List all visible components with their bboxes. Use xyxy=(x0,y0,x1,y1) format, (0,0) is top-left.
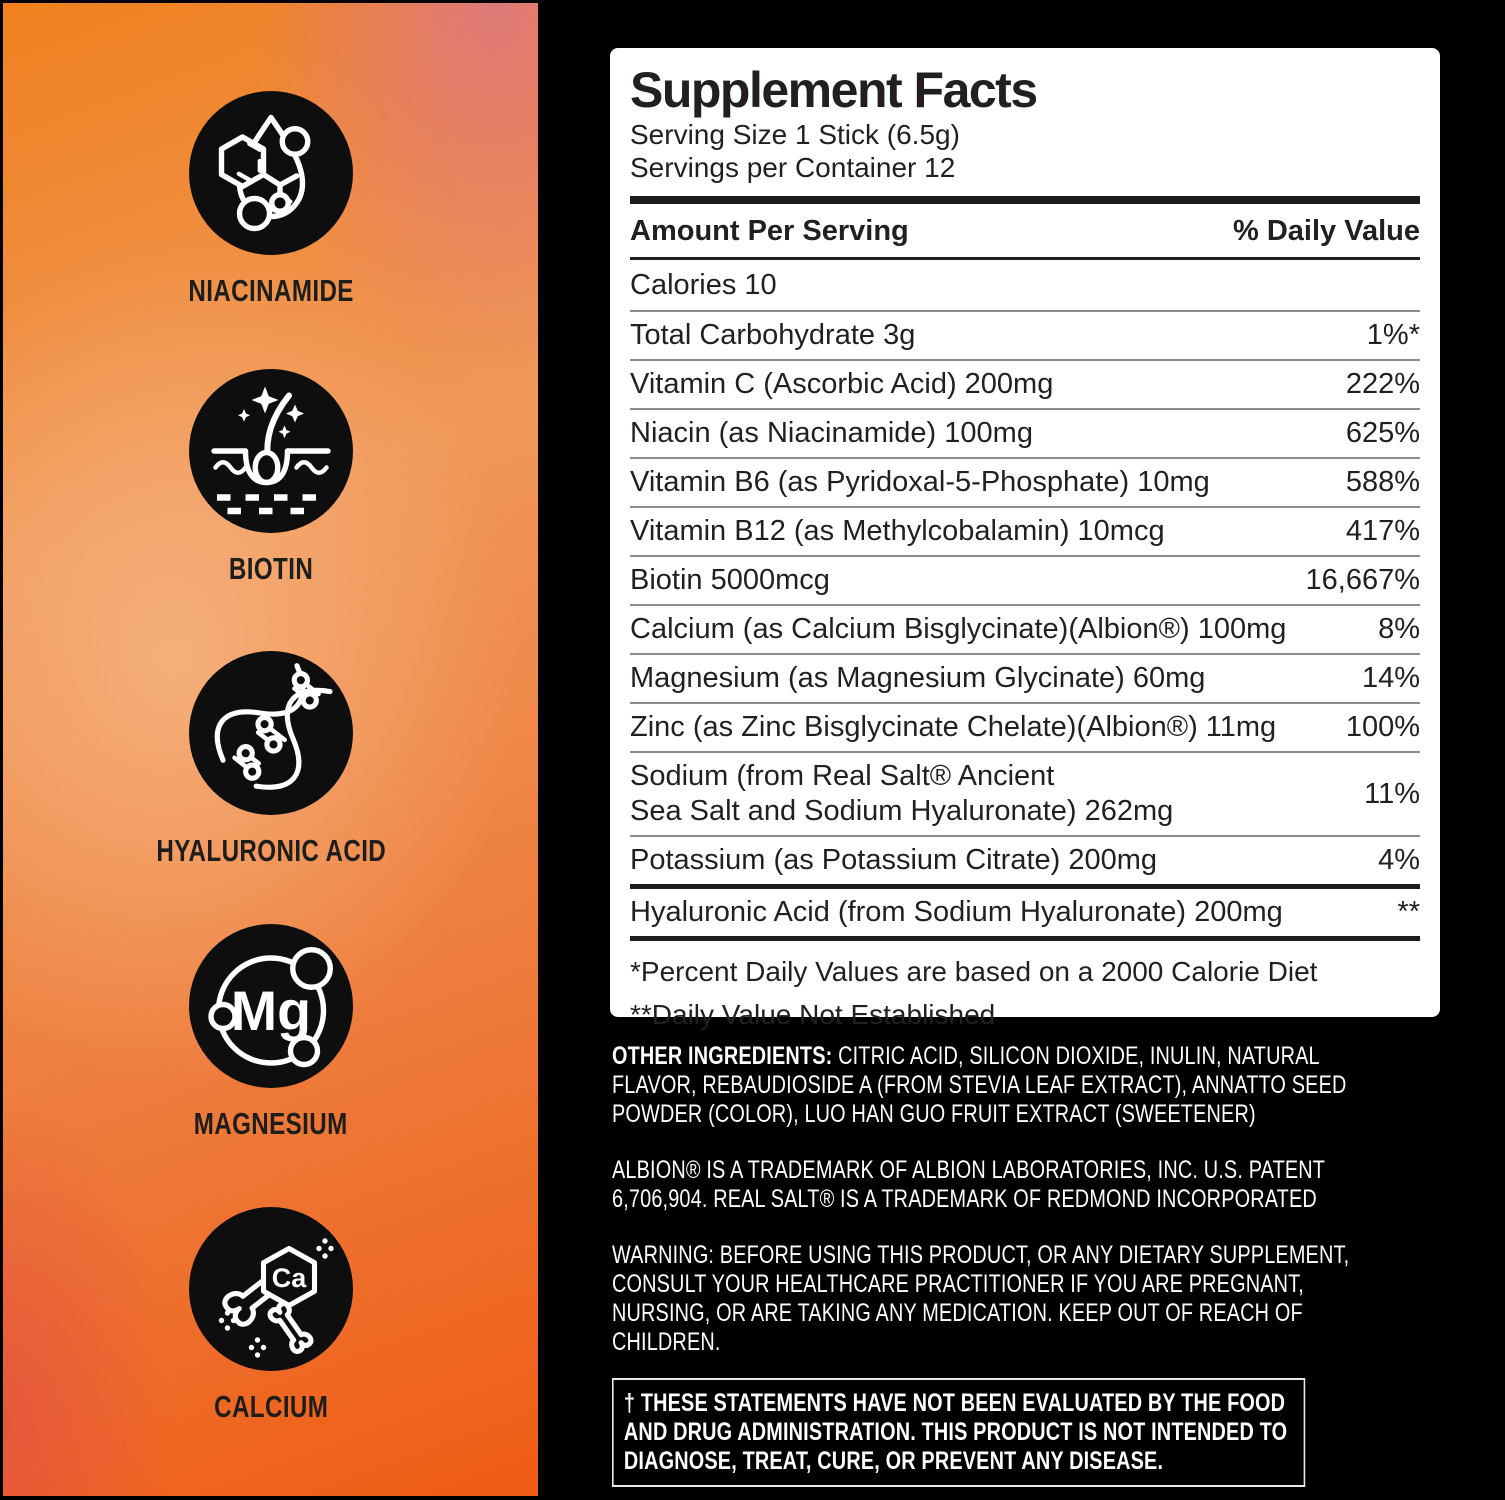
nutrient-row: Total Carbohydrate 3g 1%* xyxy=(630,312,1420,361)
nutrient-row: Zinc (as Zinc Bisglycinate Chelate)(Albi… xyxy=(630,704,1420,753)
other-ingredients: OTHER INGREDIENTS: CITRIC ACID, SILICON … xyxy=(612,1042,1359,1129)
nutrient-dv: 100% xyxy=(1345,711,1420,743)
nutrient-row-sodium: Sodium (from Real Salt® Ancient Sea Salt… xyxy=(630,753,1420,837)
nutrient-name: Vitamin C (Ascorbic Acid) 200mg xyxy=(630,368,1054,400)
benefit-magnesium: Mg MAGNESIUM xyxy=(106,924,436,1142)
nutrient-row: Magnesium (as Magnesium Glycinate) 60mg … xyxy=(630,655,1420,704)
nutrient-row: Vitamin C (Ascorbic Acid) 200mg 222% xyxy=(630,361,1420,410)
nutrient-row: Hyaluronic Acid (from Sodium Hyaluronate… xyxy=(630,889,1420,941)
serving-size: Serving Size 1 Stick (6.5g) xyxy=(630,119,960,150)
nutrient-dv: 625% xyxy=(1345,417,1420,449)
nutrient-dv: 8% xyxy=(1378,613,1420,645)
col-daily-value: % Daily Value xyxy=(1233,215,1420,247)
benefit-calcium: Ca CALCIUM xyxy=(106,1207,436,1425)
nutrient-name: Potassium (as Potassium Citrate) 200mg xyxy=(630,844,1158,876)
benefit-label: NIACINAMIDE xyxy=(188,273,354,308)
benefit-hyaluronic-acid: HYALURONIC ACID xyxy=(106,651,436,869)
nutrient-dv: 11% xyxy=(1364,777,1420,810)
gradient-benefits-panel: NIACINAMIDE BIOTIN xyxy=(3,3,538,1496)
hyaluronic-icon-circle xyxy=(189,651,353,815)
nutrient-row: Niacin (as Niacinamide) 100mg 625% xyxy=(630,410,1420,459)
nutrient-row: Biotin 5000mcg 16,667% xyxy=(630,557,1420,606)
nutrient-row: Vitamin B12 (as Methylcobalamin) 10mcg 4… xyxy=(630,508,1420,557)
nutrient-dv: 588% xyxy=(1345,466,1420,498)
nutrient-dv: ** xyxy=(1397,896,1420,928)
footnote-percent-dv: *Percent Daily Values are based on a 200… xyxy=(630,956,1318,987)
molecule-droplet-icon xyxy=(218,114,311,232)
nutrient-row: Potassium (as Potassium Citrate) 200mg 4… xyxy=(630,837,1420,889)
biotin-icon-circle xyxy=(189,369,353,533)
servings-per-container: Servings per Container 12 xyxy=(630,152,956,183)
nutrient-dv: 222% xyxy=(1345,368,1420,400)
nutrient-dv: 1%* xyxy=(1366,319,1420,351)
nutrient-row: Vitamin B6 (as Pyridoxal-5-Phosphate) 10… xyxy=(630,459,1420,508)
nutrient-name: Niacin (as Niacinamide) 100mg xyxy=(630,417,1033,449)
nutrient-name: Calcium (as Calcium Bisglycinate)(Albion… xyxy=(630,613,1287,645)
facts-title: Supplement Facts xyxy=(630,62,1038,118)
benefit-biotin: BIOTIN xyxy=(106,369,436,587)
nutrient-name: Vitamin B6 (as Pyridoxal-5-Phosphate) 10… xyxy=(630,466,1210,498)
benefit-label: CALCIUM xyxy=(213,1389,329,1424)
divider-bar xyxy=(630,196,1420,204)
other-ingredients-text: CITRIC ACID, SILICON DIOXIDE, INULIN, NA… xyxy=(612,1042,1347,1128)
benefit-niacinamide: NIACINAMIDE xyxy=(106,91,436,309)
nutrient-dv: 14% xyxy=(1361,662,1420,694)
nutrient-row: Calcium (as Calcium Bisglycinate)(Albion… xyxy=(630,606,1420,655)
nutrient-dv: 16,667% xyxy=(1305,564,1421,596)
supplement-facts-panel: Supplement Facts Serving Size 1 Stick (6… xyxy=(610,48,1440,1030)
nutrient-dv: 4% xyxy=(1378,844,1420,876)
nutrient-name: Vitamin B12 (as Methylcobalamin) 10mcg xyxy=(630,515,1165,547)
fda-disclaimer-box: † THESE STATEMENTS HAVE NOT BEEN EVALUAT… xyxy=(612,1378,1306,1487)
trademark-notice: ALBION® IS A TRADEMARK OF ALBION LABORAT… xyxy=(612,1156,1325,1213)
svg-text:Mg: Mg xyxy=(231,980,311,1042)
bone-ca-icon: Ca xyxy=(218,1238,334,1358)
nutrient-dv: 417% xyxy=(1345,515,1420,547)
niacinamide-icon-circle xyxy=(189,91,353,255)
calories-row: Calories 10 xyxy=(630,260,1420,312)
mg-orbit-icon: Mg xyxy=(208,947,333,1068)
hair-follicle-icon xyxy=(211,386,331,515)
col-amount-per-serving: Amount Per Serving xyxy=(630,215,909,247)
calcium-icon-circle: Ca xyxy=(189,1207,353,1371)
nutrient-name: Total Carbohydrate 3g xyxy=(630,319,916,351)
nutrient-name: Hyaluronic Acid (from Sodium Hyaluronate… xyxy=(630,896,1283,928)
footnote-dv-not-established: **Daily Value Not Established xyxy=(630,999,996,1030)
nutrient-name: Magnesium (as Magnesium Glycinate) 60mg xyxy=(630,662,1206,694)
benefit-label: HYALURONIC ACID xyxy=(156,833,386,868)
benefit-label: MAGNESIUM xyxy=(194,1106,348,1141)
legal-section: OTHER INGREDIENTS: CITRIC ACID, SILICON … xyxy=(612,1042,1359,1487)
benefit-label: BIOTIN xyxy=(228,551,314,586)
nutrient-name: Sodium (from Real Salt® Ancient Sea Salt… xyxy=(630,760,1174,827)
nutrient-name: Biotin 5000mcg xyxy=(630,564,830,596)
facts-header-row: Amount Per Serving % Daily Value xyxy=(630,204,1420,260)
svg-text:Ca: Ca xyxy=(272,1263,307,1293)
nutrient-name: Zinc (as Zinc Bisglycinate Chelate)(Albi… xyxy=(630,711,1277,743)
dna-helix-icon xyxy=(214,663,333,790)
other-ingredients-label: OTHER INGREDIENTS: xyxy=(612,1042,833,1070)
magnesium-icon-circle: Mg xyxy=(189,924,353,1088)
warning-notice: WARNING: BEFORE USING THIS PRODUCT, OR A… xyxy=(612,1241,1350,1356)
